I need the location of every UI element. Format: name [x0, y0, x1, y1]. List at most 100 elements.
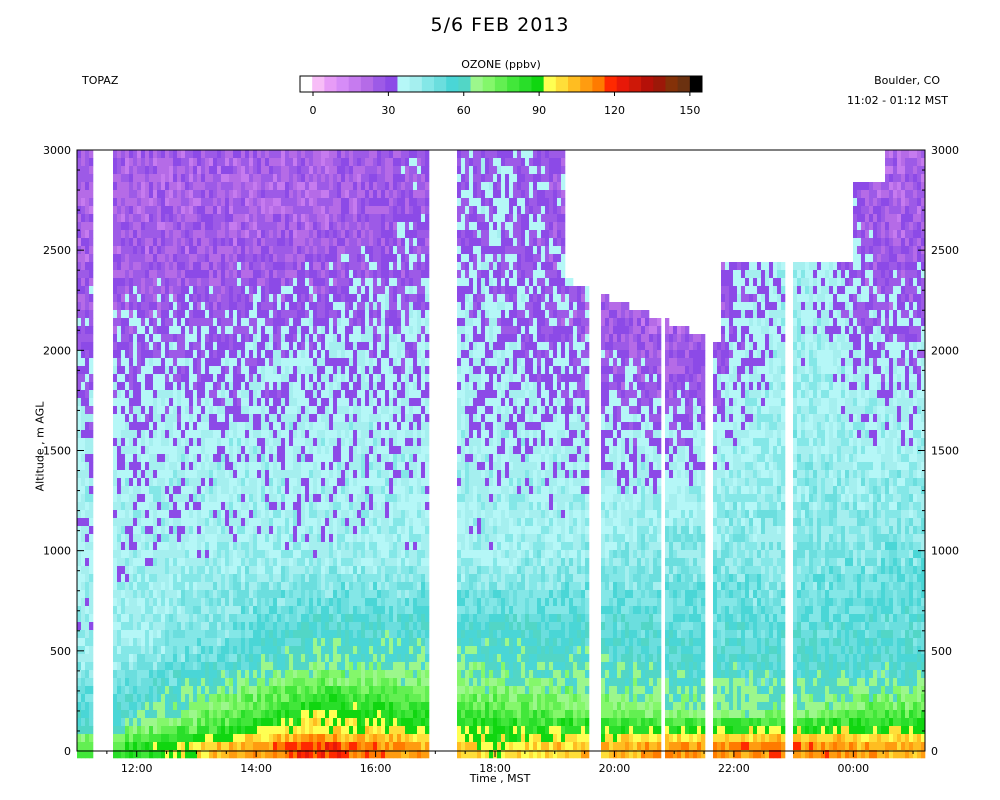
- heatmap-cell: [285, 574, 290, 583]
- heatmap-cell: [253, 414, 258, 423]
- heatmap-cell: [229, 454, 234, 463]
- heatmap-cell: [121, 390, 126, 399]
- heatmap-cell: [261, 550, 266, 559]
- heatmap-cell: [173, 718, 178, 727]
- heatmap-cell: [253, 342, 258, 351]
- heatmap-cell: [265, 158, 270, 167]
- heatmap-cell: [309, 494, 314, 503]
- heatmap-cell: [253, 590, 258, 599]
- heatmap-cell: [249, 430, 254, 439]
- heatmap-cell: [165, 662, 170, 671]
- heatmap-cell: [229, 150, 234, 159]
- heatmap-cell: [325, 166, 330, 175]
- heatmap-cell: [233, 238, 238, 247]
- heatmap-cell: [289, 470, 294, 479]
- heatmap-cell: [241, 606, 246, 615]
- heatmap-cell: [333, 718, 338, 727]
- heatmap-cell: [277, 246, 282, 255]
- heatmap-cell: [117, 342, 122, 351]
- colorbar-swatch: [409, 76, 423, 92]
- heatmap-cell: [81, 222, 86, 231]
- heatmap-cell: [269, 494, 274, 503]
- heatmap-cell: [273, 422, 278, 431]
- heatmap-cell: [329, 310, 334, 319]
- heatmap-cell: [289, 254, 294, 263]
- heatmap-cell: [209, 702, 214, 711]
- heatmap-cell: [329, 254, 334, 263]
- heatmap-cell: [117, 382, 122, 391]
- heatmap-cell: [117, 574, 122, 583]
- heatmap-cell: [77, 702, 82, 711]
- heatmap-cell: [125, 254, 130, 263]
- heatmap-cell: [153, 286, 158, 295]
- heatmap-cell: [241, 206, 246, 215]
- heatmap-cell: [321, 566, 326, 575]
- heatmap-cell: [269, 206, 274, 215]
- heatmap-cell: [141, 702, 146, 711]
- heatmap-cell: [321, 230, 326, 239]
- heatmap-cell: [237, 342, 242, 351]
- heatmap-cell: [273, 310, 278, 319]
- heatmap-cell: [125, 574, 130, 583]
- heatmap-cell: [277, 494, 282, 503]
- heatmap-cell: [193, 334, 198, 343]
- heatmap-cell: [329, 558, 334, 567]
- heatmap-cell: [349, 582, 354, 591]
- heatmap-cell: [225, 438, 230, 447]
- heatmap-cell: [293, 534, 298, 543]
- heatmap-cell: [349, 478, 354, 487]
- heatmap-cell: [321, 302, 326, 311]
- heatmap-cell: [297, 742, 302, 751]
- heatmap-cell: [309, 702, 314, 711]
- heatmap-cell: [349, 502, 354, 511]
- heatmap-cell: [277, 638, 282, 647]
- heatmap-cell: [157, 654, 162, 663]
- heatmap-cell: [89, 718, 94, 727]
- heatmap-cell: [213, 638, 218, 647]
- heatmap-cell: [249, 734, 254, 743]
- heatmap-cell: [189, 150, 194, 159]
- heatmap-cell: [249, 750, 254, 759]
- heatmap-cell: [117, 526, 122, 535]
- heatmap-cell: [241, 590, 246, 599]
- heatmap-cell: [129, 174, 134, 183]
- heatmap-cell: [189, 446, 194, 455]
- heatmap-cell: [153, 454, 158, 463]
- heatmap-cell: [233, 534, 238, 543]
- heatmap-cell: [165, 678, 170, 687]
- heatmap-cell: [237, 510, 242, 519]
- heatmap-cell: [177, 518, 182, 527]
- heatmap-cell: [113, 638, 118, 647]
- heatmap-cell: [185, 254, 190, 263]
- heatmap-cell: [305, 190, 310, 199]
- heatmap-cell: [293, 622, 298, 631]
- heatmap-cell: [145, 662, 150, 671]
- heatmap-cell: [253, 542, 258, 551]
- heatmap-cell: [77, 494, 82, 503]
- heatmap-cell: [85, 670, 90, 679]
- heatmap-cell: [149, 438, 154, 447]
- heatmap-cell: [225, 318, 230, 327]
- heatmap-cell: [81, 406, 86, 415]
- heatmap-cell: [301, 614, 306, 623]
- heatmap-cell: [305, 510, 310, 519]
- heatmap-cell: [349, 150, 354, 159]
- heatmap-cell: [273, 510, 278, 519]
- heatmap-cell: [349, 206, 354, 215]
- heatmap-cell: [161, 366, 166, 375]
- heatmap-cell: [337, 462, 342, 471]
- heatmap-cell: [317, 278, 322, 287]
- heatmap-cell: [129, 214, 134, 223]
- heatmap-cell: [125, 438, 130, 447]
- heatmap-cell: [273, 294, 278, 303]
- heatmap-cell: [85, 302, 90, 311]
- heatmap-cell: [277, 190, 282, 199]
- heatmap-cell: [141, 158, 146, 167]
- heatmap-cell: [189, 206, 194, 215]
- heatmap-cell: [233, 598, 238, 607]
- heatmap-cell: [193, 150, 198, 159]
- heatmap-cell: [253, 174, 258, 183]
- heatmap-cell: [145, 582, 150, 591]
- heatmap-cell: [297, 166, 302, 175]
- heatmap-cell: [141, 558, 146, 567]
